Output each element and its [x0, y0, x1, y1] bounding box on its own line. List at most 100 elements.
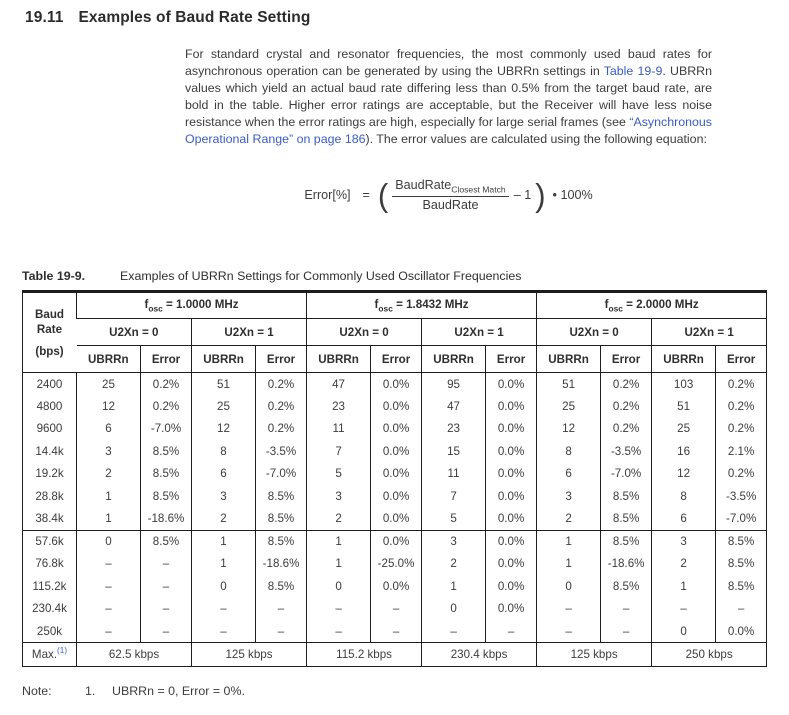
baud-cell: 9600	[36, 422, 63, 436]
error-value-cell: –	[600, 597, 652, 620]
error-value-cell: 0.2%	[715, 372, 767, 395]
error-value-cell: –	[140, 620, 192, 643]
ubrrn-value-cell: 6	[536, 462, 601, 485]
baud-header-line: (bps)	[35, 344, 64, 358]
error-value-cell: –	[485, 620, 537, 643]
table-row: 14.4k 3 8.5% 8 -3.5% 7 0.0% 15 0.0% 8 -3.5% 16 2.1%	[23, 440, 767, 463]
error-value-cell: -18.6%	[254, 552, 307, 575]
table-row: 28.8k 1 8.5% 3 8.5% 3 0.0% 7 0.0% 3 8.5% 8 -3.5%	[23, 485, 767, 508]
baud-cell: 115.2k	[32, 579, 67, 593]
ubrrn-value-cell: 3	[191, 485, 256, 508]
ubrrn-value-cell: 2	[306, 507, 371, 530]
error-column-header: Error	[600, 345, 652, 373]
error-value-cell: 0.0%	[485, 552, 537, 575]
table-row: 57.6k 0 8.5% 1 8.5% 1 0.0% 3 0.0% 1 8.5% 3 8.5%	[22, 529, 767, 553]
u2x-header: U2Xn = 0	[306, 318, 422, 346]
table-ref-link[interactable]: Table 19-9	[603, 64, 663, 78]
u2x-header: U2Xn = 1	[651, 318, 767, 346]
error-value-cell: 0.2%	[254, 395, 307, 418]
body-paragraph: For standard crystal and resonator frequ…	[185, 46, 712, 148]
ubrrn-value-cell: 51	[191, 372, 256, 395]
ubrrn-value-cell: 12	[76, 395, 141, 418]
baud-cell: 4800	[36, 399, 63, 413]
error-value-cell: 0.0%	[370, 440, 422, 463]
error-value-cell: 0.0%	[370, 485, 422, 508]
ubrrn-column-header: UBRRn	[76, 345, 141, 373]
table-row: 38.4k 1 -18.6% 2 8.5% 2 0.0% 5 0.0% 2 8.5% 6 -7.0%	[23, 507, 767, 530]
u2x-header-row: U2Xn = 0 U2Xn = 1 U2Xn = 0 U2Xn = 1 U2Xn = 0…	[23, 318, 767, 346]
baud-cell: 14.4k	[35, 444, 64, 458]
error-column-header: Error	[715, 345, 767, 373]
error-value-cell: 0.0%	[485, 417, 537, 440]
ubrrn-value-cell: –	[536, 620, 601, 643]
paragraph-text-2: . UBRRn values which yield an actual bau…	[185, 64, 712, 129]
error-value-cell: 0.2%	[140, 395, 192, 418]
table-row: 9600 6 -7.0% 12 0.2% 11 0.0% 23 0.0% 12 0.2% 25 0.2%	[23, 417, 767, 440]
ubrrn-value-cell: –	[76, 552, 141, 575]
error-column-header: Error	[140, 345, 192, 373]
error-value-cell: 0.0%	[370, 417, 422, 440]
baud-cell: 250k	[36, 624, 63, 638]
ubrrn-value-cell: 47	[421, 395, 486, 418]
error-value-cell: 0.2%	[715, 462, 767, 485]
error-column-header: Error	[254, 345, 307, 373]
section-title: Examples of Baud Rate Setting	[78, 9, 311, 26]
numerator-subscript: Closest Match	[451, 184, 506, 195]
ubrrn-value-cell: 11	[306, 417, 371, 440]
ubrrn-value-cell: 2	[421, 552, 486, 575]
page-ref-link[interactable]: “Asynchronous Operational Range” on page…	[185, 115, 712, 146]
fosc-symbol: f	[144, 297, 149, 311]
ubrrn-value-cell: –	[651, 597, 716, 620]
error-value-cell: -3.5%	[600, 440, 652, 463]
table-row: 76.8k – –1 -18.6% 1 -25.0% 2 0.0% 1 -18.6% 2 8.5%	[23, 552, 767, 575]
error-value-cell: 8.5%	[254, 485, 307, 508]
ubrrn-value-cell: 1	[651, 575, 716, 598]
u2x-header: U2Xn = 0	[536, 318, 652, 346]
ubrrn-value-cell: 2	[76, 462, 141, 485]
ubrrn-value-cell: 1	[76, 507, 141, 530]
equation-minus-one: – 1	[513, 188, 532, 202]
ubrrn-value-cell: –	[536, 597, 601, 620]
footnote-ref-link[interactable]: (1)	[57, 646, 68, 656]
equation-equals: =	[362, 188, 370, 202]
error-value-cell: -18.6%	[600, 552, 652, 575]
ubrrn-value-cell: 3	[306, 485, 371, 508]
baud-cell: 230.4k	[32, 602, 67, 616]
equation-container: Error[%] = ( BaudRateClosest Match BaudR…	[185, 172, 712, 218]
error-value-cell: 8.5%	[600, 507, 652, 530]
ubrrn-value-cell: –	[306, 597, 371, 620]
ubrrn-value-cell: 1	[421, 575, 486, 598]
ubrrn-column-header: UBRRn	[306, 345, 371, 373]
fosc-subscript: osc	[378, 303, 393, 314]
u2x-header: U2Xn = 0	[76, 318, 192, 346]
column-header-row: UBRRn Error UBRRn Error UBRRn Error UBRRn Error…	[23, 345, 767, 373]
ubrrn-column-header: UBRRn	[421, 345, 486, 373]
error-value-cell: 0.2%	[600, 395, 652, 418]
max-value-cell: 115.2 kbps	[306, 642, 422, 667]
error-value-cell: 8.5%	[600, 575, 652, 598]
u2x-header: U2Xn = 1	[421, 318, 537, 346]
error-value-cell: 8.5%	[254, 575, 307, 598]
error-value-cell: –	[370, 597, 422, 620]
ubrrn-value-cell: 12	[191, 417, 256, 440]
error-value-cell: 0.0%	[370, 575, 422, 598]
error-value-cell: –	[140, 552, 192, 575]
ubrrn-value-cell: 6	[191, 462, 256, 485]
ubrrn-value-cell: 6	[651, 507, 716, 530]
error-value-cell: 8.5%	[140, 485, 192, 508]
fraction-numerator: BaudRateClosest Match	[392, 178, 509, 197]
ubrrn-value-cell: 1	[306, 529, 371, 553]
ubrrn-value-cell: 23	[306, 395, 371, 418]
ubrrn-value-cell: 51	[536, 372, 601, 395]
error-value-cell: 0.0%	[485, 485, 537, 508]
ubrrn-value-cell: 7	[421, 485, 486, 508]
u2x-header: U2Xn = 1	[190, 318, 307, 346]
ubrrn-value-cell: 3	[421, 529, 486, 553]
error-value-cell: –	[370, 620, 422, 643]
error-value-cell: 0.0%	[485, 395, 537, 418]
fosc-header-row: Baud Rate (bps) fosc = 1.0000 MHz fosc = 1.8…	[22, 291, 767, 373]
error-value-cell: 0.0%	[715, 620, 767, 643]
ubrrn-value-cell: 0	[306, 575, 371, 598]
error-value-cell: 0.0%	[485, 440, 537, 463]
error-value-cell: 8.5%	[715, 575, 767, 598]
